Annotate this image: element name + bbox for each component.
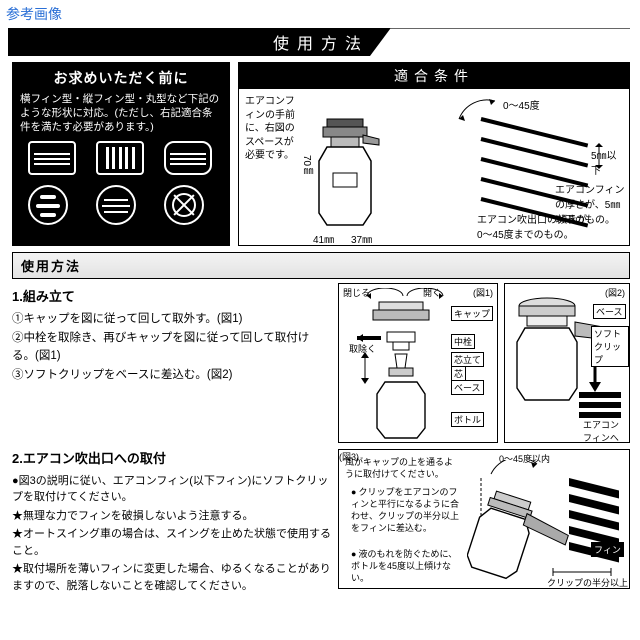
dim-w1: 41㎜ [313,231,334,246]
mount-l4: ★取付場所を薄いフィンに変更した場合、ゆるくなることがありますので、脱落しないこ… [12,561,332,594]
dim-height: 70㎜ [299,155,314,176]
compat-fin-diagram: 0～45度 エアコン吹出口の傾きが、0～45度までのもの。 5㎜以下 エアコンフ… [391,95,623,241]
dim-w2: 37㎜ [351,231,372,246]
assembly-step2: ②中栓を取除き、再びキャップを図に従って回して取付ける。(図1) [12,330,332,366]
fig3-b1: クリップをエアコンのフィンと平行になるように合わせ、クリップの半分以上をフィンに… [351,486,463,535]
compat-bottle-diagram: 70㎜ 41㎜ 37㎜ [303,95,387,241]
mount-l2: ★無理な力でフィンを破損しないよう注意する。 [12,508,332,525]
tag-cap: キャップ [451,306,493,321]
tag-remove: 取除く [349,342,376,355]
tag-fin: エアコンフィンへ [583,418,627,444]
fig3-t1: 風がキャップの上を通るように取付けてください。 [345,456,461,480]
main-title-band: 使用方法 [12,28,630,56]
assembly-step3: ③ソフトクリップをベースに差込む。(図2) [12,367,332,385]
before-heading: お求めいただく前に [20,68,222,88]
fig3-half: クリップの半分以上 [547,576,628,589]
before-body: 横フィン型・縦フィン型・丸型など下記のような形状に対応。(ただし、右記適合条件を… [20,92,222,135]
compatibility-box: 適合条件 エアコンフィンの手前に、右図のスペースが必要です。 70㎜ 41㎜ 3… [238,62,630,246]
mount-text: 2.エアコン吹出口への取付 ●図3の説明に従い、エアコンフィン(以下フィン)にソ… [12,449,332,596]
usage-section-head: 使用方法 [12,252,630,279]
main-title: 使用方法 [273,30,369,54]
reference-label: 参考画像 [0,0,640,26]
assembly-step1: ①キャップを図に従って回して取外す。(図1) [12,311,332,329]
compat-heading: 適合条件 [239,63,629,89]
assembly-text: 1.組み立て ①キャップを図に従って回して取外す。(図1) ②中栓を取除き、再び… [12,283,332,443]
tag-core: 芯 [451,366,466,381]
tag-base2: ベース [593,304,626,319]
tag-wick: 芯立て [451,352,484,367]
figure-2: (図2) ベース ソフトクリップ エアコンフィンへ [504,283,630,443]
figure-1: (図1) 閉じる 開く [338,283,498,443]
fig3-b2: 液のもれを防ぐために、ボトルを45度以上傾けない。 [351,548,463,584]
compat-left-text: エアコンフィンの手前に、右図のスペースが必要です。 [245,95,299,241]
mount-l3: ★オートスイング車の場合は、スイングを止めた状態で使用すること。 [12,526,332,559]
vent-round-slot-icon [28,185,68,225]
vent-round-x-icon [164,185,204,225]
thick-text: エアコンフィンの厚さが、5㎜以下のもの。 [555,181,625,226]
vent-vertical-icon [96,141,144,175]
thick-label: 5㎜以下 [591,147,623,177]
figure-3: (図3) 0～45度以内 風がキャップの上を通るように取付けてください。 クリッ… [338,449,630,589]
tag-plug: 中栓 [451,334,475,349]
mount-heading: 2.エアコン吹出口への取付 [12,449,332,469]
tag-base: ベース [451,380,484,395]
angle-label: 0～45度 [503,97,540,112]
fig3-fin-tag: フィン [591,542,624,557]
assembly-heading: 1.組み立て [12,287,332,307]
vent-round-lines-icon [96,185,136,225]
vent-horizontal2-icon [164,141,212,175]
before-purchase-box: お求めいただく前に 横フィン型・縦フィン型・丸型など下記のような形状に対応。(た… [12,62,230,246]
tag-bottle: ボトル [451,412,484,427]
vent-horizontal-icon [28,141,76,175]
tag-clip: ソフトクリップ [591,326,629,367]
title-wedge [370,28,630,56]
vent-shape-grid [20,141,222,225]
mount-l1: ●図3の説明に従い、エアコンフィン(以下フィン)にソフトクリップを取付けてくださ… [12,473,332,506]
